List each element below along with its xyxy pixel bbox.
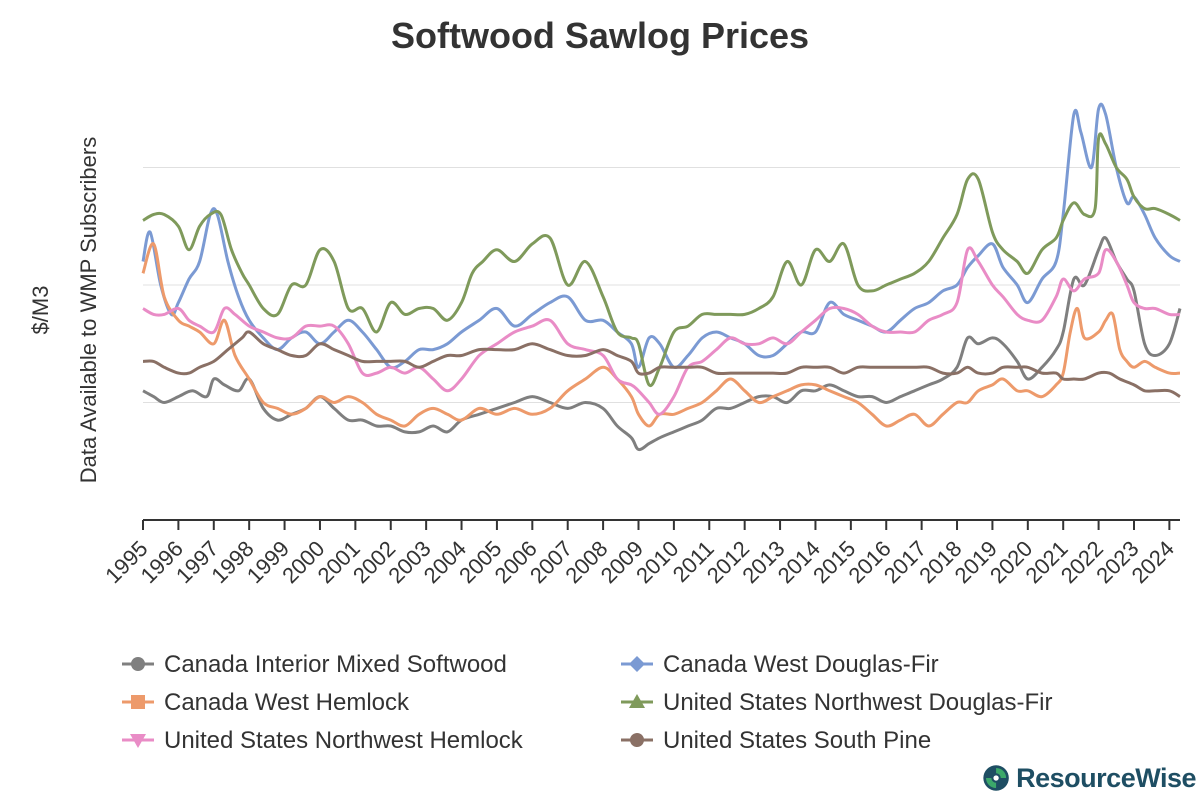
x-tick-label: 2024 <box>1127 536 1179 588</box>
series-line-2 <box>141 102 1181 370</box>
legend-marker-square <box>131 695 145 709</box>
legend-item: Canada Interior Mixed Softwood <box>122 651 507 678</box>
legend-marker-circle <box>131 657 145 671</box>
legend-label: United States South Pine <box>663 727 931 754</box>
y-axis-label-unit: $/M3 <box>28 286 53 335</box>
legend-marker-diamond <box>629 656 645 672</box>
legend-label: Canada West Hemlock <box>164 689 410 716</box>
brand-name: ResourceWise <box>1016 762 1196 793</box>
legend-marker-triangle-down <box>130 734 146 748</box>
legend-item: United States Northwest Hemlock <box>122 727 524 754</box>
legend: Canada Interior Mixed Softwood Canada Wes… <box>122 651 1052 754</box>
legend-item: United States Northwest Douglas-Fir <box>621 689 1052 716</box>
series-line-4 <box>142 132 1181 388</box>
gridlines <box>143 167 1180 403</box>
legend-marker-circle <box>630 733 644 747</box>
brand-logo: ResourceWise <box>982 756 1196 800</box>
chart-title: Softwood Sawlog Prices <box>391 15 809 56</box>
legend-label: Canada Interior Mixed Softwood <box>164 651 507 678</box>
resourcewise-logo-icon <box>983 765 1009 791</box>
legend-marker-triangle <box>629 694 645 708</box>
legend-label: United States Northwest Douglas-Fir <box>663 689 1052 716</box>
y-axis-label-note: Data Available to WMP Subscribers <box>76 137 101 483</box>
legend-label: United States Northwest Hemlock <box>164 727 524 754</box>
series-line-1 <box>142 236 1182 452</box>
series-lines <box>141 102 1182 452</box>
legend-item: United States South Pine <box>621 727 931 754</box>
legend-item: Canada West Douglas-Fir <box>621 651 939 678</box>
x-axis: 1995199619971998199920002001200220032004… <box>100 519 1180 588</box>
legend-label: Canada West Douglas-Fir <box>663 651 939 678</box>
legend-item: Canada West Hemlock <box>122 689 410 716</box>
series-line-6 <box>142 330 1181 398</box>
